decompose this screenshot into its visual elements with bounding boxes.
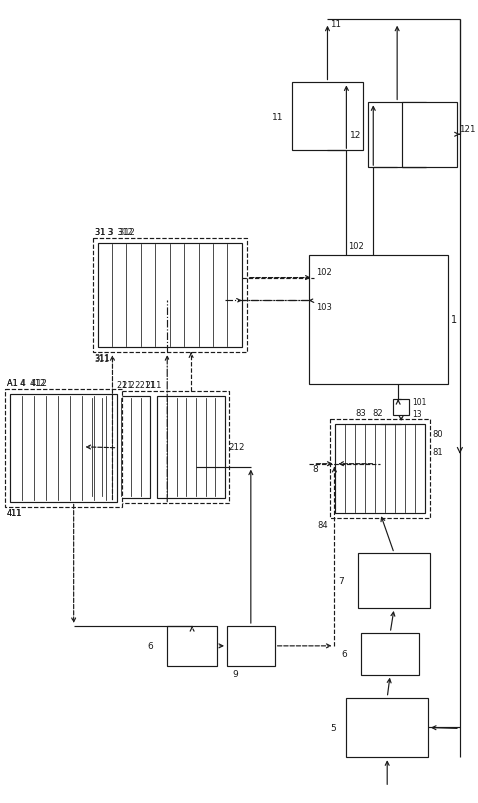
Text: 80: 80 [432,430,443,438]
Text: 83: 83 [355,409,366,418]
FancyBboxPatch shape [402,104,457,168]
FancyBboxPatch shape [393,400,409,415]
FancyBboxPatch shape [93,238,247,353]
Text: A1 4  412: A1 4 412 [7,378,45,388]
FancyBboxPatch shape [5,389,122,507]
Text: 11: 11 [272,112,283,122]
FancyBboxPatch shape [358,553,430,609]
FancyBboxPatch shape [10,394,118,502]
Text: 102: 102 [348,242,364,251]
Text: 102: 102 [316,267,332,276]
Text: 6: 6 [148,642,153,650]
Text: 411: 411 [7,509,22,518]
FancyBboxPatch shape [77,392,229,503]
Text: 9: 9 [232,669,238,678]
Text: 1: 1 [451,315,457,325]
Text: 101: 101 [412,397,426,406]
FancyBboxPatch shape [330,419,430,519]
Text: 31 3  312: 31 3 312 [95,227,132,236]
Text: 103: 103 [316,303,332,312]
Text: 8: 8 [313,465,318,474]
Text: 6: 6 [342,650,348,658]
Text: 82: 82 [372,409,383,418]
Text: 121: 121 [459,124,475,133]
Text: 311: 311 [95,355,109,364]
Text: 84: 84 [318,521,328,530]
Text: 13: 13 [412,410,422,418]
FancyBboxPatch shape [98,243,242,348]
FancyBboxPatch shape [336,424,425,514]
Text: 12: 12 [350,131,362,140]
Text: 11: 11 [330,20,341,29]
Text: 5: 5 [331,723,337,732]
FancyBboxPatch shape [309,255,448,385]
Text: 311: 311 [95,354,110,363]
FancyBboxPatch shape [157,397,225,498]
FancyBboxPatch shape [368,104,426,168]
FancyBboxPatch shape [167,626,217,666]
Text: A1 4  412: A1 4 412 [7,378,47,388]
FancyBboxPatch shape [292,84,363,151]
Text: 31 3  312: 31 3 312 [95,227,134,236]
Text: 411: 411 [7,507,23,517]
Text: 212: 212 [228,442,244,452]
Text: 81: 81 [432,447,443,456]
Text: 21 2  211: 21 2 211 [118,381,155,389]
FancyBboxPatch shape [83,397,150,498]
FancyBboxPatch shape [227,626,275,666]
Text: 7: 7 [338,576,344,585]
Text: 21 2  211: 21 2 211 [122,381,162,389]
FancyBboxPatch shape [347,698,428,757]
FancyBboxPatch shape [361,633,419,675]
